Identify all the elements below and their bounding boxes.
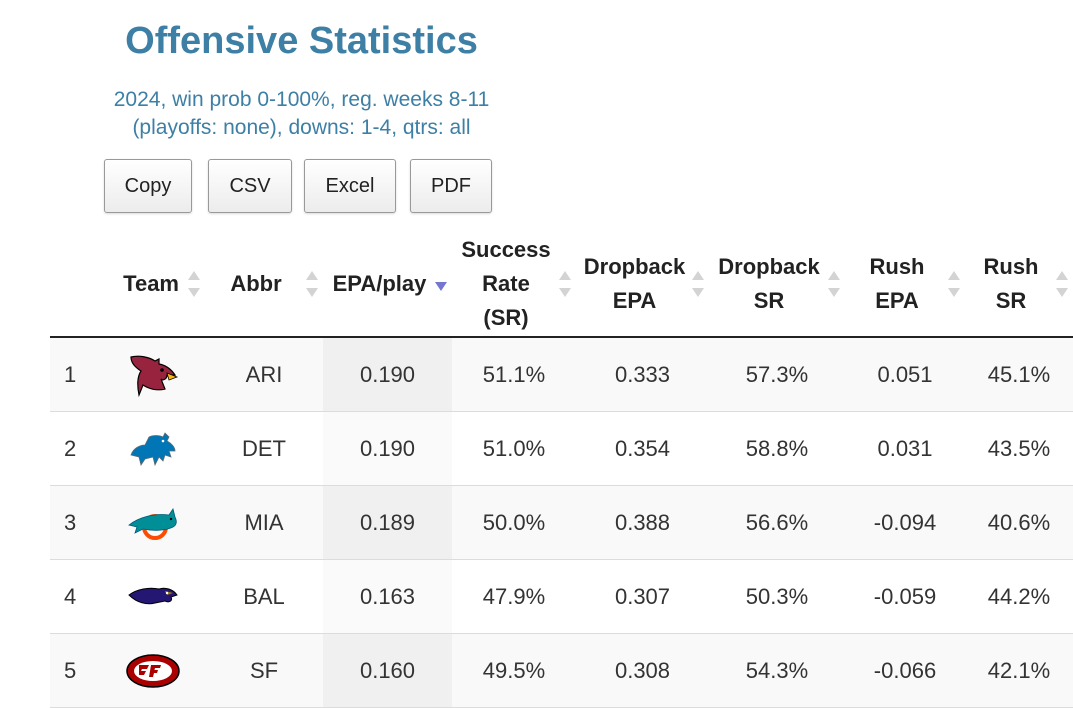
rush-sr-cell: 43.5% (965, 411, 1073, 486)
header-rush-sr-line-1: Rush (983, 254, 1039, 279)
sort-icon (948, 271, 960, 297)
sort-icon (692, 271, 704, 297)
header-db-epa-line-1: Dropback (583, 254, 686, 279)
team-logo-cell (100, 485, 205, 560)
header-dropback-epa[interactable]: Dropback EPA (576, 232, 709, 338)
header-abbr[interactable]: Abbr (205, 232, 323, 338)
header-epa-play[interactable]: EPA/play (323, 232, 452, 338)
header-team-label: Team (123, 271, 179, 296)
dropback-sr-cell: 57.3% (709, 337, 845, 412)
page-title: Offensive Statistics (125, 20, 478, 62)
ravens-logo-icon (127, 587, 178, 604)
rush-epa-cell: 0.051 (845, 337, 965, 412)
dolphins-logo-icon (127, 507, 177, 540)
header-rush-epa[interactable]: Rush EPA (845, 232, 965, 338)
abbr-cell: MIA (205, 485, 323, 560)
rank-cell: 4 (50, 559, 100, 634)
dropback-epa-cell: 0.307 (576, 559, 709, 634)
abbr-cell: BAL (205, 559, 323, 634)
dropback-sr-cell: 54.3% (709, 633, 845, 708)
sort-icon (828, 271, 840, 297)
49ers-logo-icon (125, 653, 180, 688)
table-row: 5 SF 0.160 49.5% 0.308 54.3% -0.066 42.1… (50, 633, 1073, 708)
header-rush-epa-line-2: EPA (875, 288, 919, 313)
table-row: 4 BAL 0.163 47.9% 0.307 50.3% -0.059 44.… (50, 559, 1073, 634)
csv-button[interactable]: CSV (208, 159, 292, 213)
page-subtitle: 2024, win prob 0-100%, reg. weeks 8-11 (… (0, 86, 603, 142)
rush-epa-cell: -0.059 (845, 559, 965, 634)
dropback-epa-cell: 0.354 (576, 411, 709, 486)
rush-sr-cell: 42.1% (965, 633, 1073, 708)
rush-sr-cell: 44.2% (965, 559, 1073, 634)
lions-logo-icon (129, 431, 175, 466)
dropback-sr-cell: 50.3% (709, 559, 845, 634)
abbr-cell: ARI (205, 337, 323, 412)
header-abbr-label: Abbr (230, 271, 282, 296)
table-row: 2 DET 0.190 51.0% 0.354 58.8% 0.031 43.5… (50, 411, 1073, 486)
team-logo-cell (100, 633, 205, 708)
copy-button[interactable]: Copy (104, 159, 192, 213)
header-team[interactable]: Team (100, 232, 205, 338)
pdf-button[interactable]: PDF (410, 159, 492, 213)
epa-play-cell: 0.163 (323, 559, 452, 634)
header-db-epa-line-2: EPA (612, 288, 657, 313)
header-db-sr-line-1: Dropback (718, 254, 820, 279)
header-dropback-sr[interactable]: Dropback SR (709, 232, 845, 338)
rank-cell: 5 (50, 633, 100, 708)
sort-icon (559, 271, 571, 297)
rush-epa-cell: 0.031 (845, 411, 965, 486)
abbr-cell: DET (205, 411, 323, 486)
abbr-cell: SF (205, 633, 323, 708)
sort-icon (1056, 271, 1068, 297)
sort-descending-icon (435, 271, 447, 297)
rank-cell: 1 (50, 337, 100, 412)
excel-button[interactable]: Excel (304, 159, 396, 213)
header-rank (50, 232, 100, 338)
epa-play-cell: 0.160 (323, 633, 452, 708)
team-logo-cell (100, 411, 205, 486)
team-logo-cell (100, 337, 205, 412)
rush-sr-cell: 45.1% (965, 337, 1073, 412)
dropback-epa-cell: 0.333 (576, 337, 709, 412)
sort-icon (188, 271, 200, 297)
epa-play-cell: 0.190 (323, 337, 452, 412)
header-rush-sr[interactable]: Rush SR (965, 232, 1073, 338)
header-rush-sr-line-2: SR (995, 288, 1027, 313)
sort-icon (306, 271, 318, 297)
epa-play-cell: 0.189 (323, 485, 452, 560)
cardinals-logo-icon (129, 355, 178, 397)
header-sr-line-2: Rate (482, 271, 530, 296)
header-success-rate[interactable]: Success Rate (SR) (452, 232, 576, 338)
dropback-sr-cell: 56.6% (709, 485, 845, 560)
success-rate-cell: 51.0% (452, 411, 576, 486)
subtitle-line-1: 2024, win prob 0-100%, reg. weeks 8-11 (113, 88, 490, 111)
team-logo-cell (100, 559, 205, 634)
header-sr-line-3: (SR) (483, 305, 529, 330)
success-rate-cell: 49.5% (452, 633, 576, 708)
stats-table: Team Abbr EPA/play Success Rate (SR) Dro… (50, 232, 1073, 708)
rank-cell: 3 (50, 485, 100, 560)
rush-epa-cell: -0.066 (845, 633, 965, 708)
success-rate-cell: 50.0% (452, 485, 576, 560)
dropback-epa-cell: 0.308 (576, 633, 709, 708)
header-epa-play-label: EPA/play (332, 271, 427, 296)
rank-cell: 2 (50, 411, 100, 486)
header-row: Team Abbr EPA/play Success Rate (SR) Dro… (50, 232, 1073, 338)
rush-epa-cell: -0.094 (845, 485, 965, 560)
subtitle-line-2: (playoffs: none), downs: 1-4, qtrs: all (132, 116, 471, 139)
dropback-epa-cell: 0.388 (576, 485, 709, 560)
success-rate-cell: 47.9% (452, 559, 576, 634)
epa-play-cell: 0.190 (323, 411, 452, 486)
header-db-sr-line-2: SR (753, 288, 785, 313)
success-rate-cell: 51.1% (452, 337, 576, 412)
header-rush-epa-line-1: Rush (869, 254, 925, 279)
header-sr-line-1: Success (461, 237, 551, 262)
rush-sr-cell: 40.6% (965, 485, 1073, 560)
table-row: 3 MIA 0.189 50.0% 0.388 56.6% -0.094 40.… (50, 485, 1073, 560)
table-row: 1 ARI 0.190 51.1% 0.333 57.3% 0.051 45.1… (50, 337, 1073, 412)
dropback-sr-cell: 58.8% (709, 411, 845, 486)
